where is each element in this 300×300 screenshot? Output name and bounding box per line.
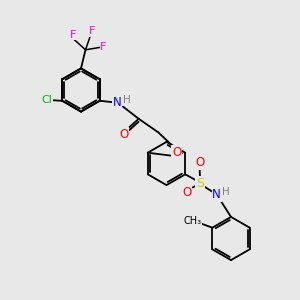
Text: F: F (100, 42, 107, 52)
Text: H: H (222, 187, 230, 197)
Text: F: F (89, 26, 96, 36)
Text: F: F (70, 30, 76, 40)
Text: N: N (113, 96, 122, 109)
Text: O: O (195, 156, 204, 170)
Text: O: O (182, 186, 191, 199)
Text: N: N (212, 188, 221, 201)
Text: S: S (196, 177, 204, 190)
Text: O: O (119, 128, 128, 141)
Text: Cl: Cl (41, 95, 52, 105)
Text: H: H (123, 95, 130, 105)
Text: O: O (172, 146, 181, 159)
Text: CH₃: CH₃ (184, 216, 202, 226)
